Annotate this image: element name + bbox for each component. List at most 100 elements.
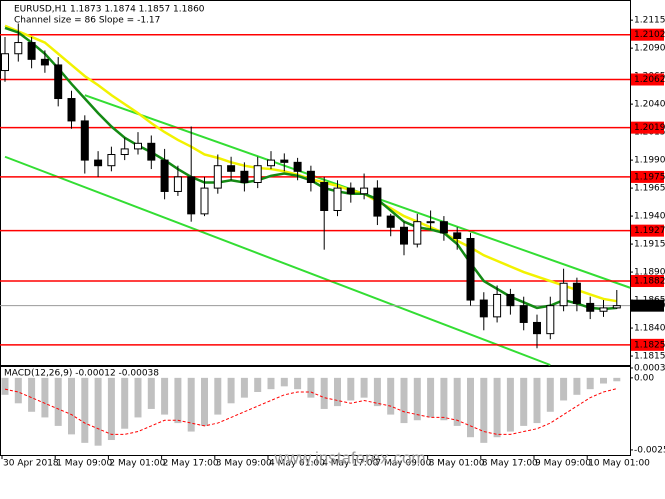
level-label: 1.1975 [634, 172, 665, 182]
level-label-bg [631, 275, 664, 288]
candle-body [439, 221, 448, 234]
macd-bar [214, 377, 222, 415]
macd-bar [280, 377, 288, 387]
chart-title: EURUSD,H1 1.1873 1.1874 1.1857 1.1860 [14, 5, 205, 15]
candle-body [240, 170, 249, 183]
candle-body [586, 302, 595, 312]
candle-body [386, 215, 395, 228]
y-tick-label: 1.1940 [634, 212, 665, 222]
macd-bar [41, 377, 49, 418]
macd-bar [467, 377, 474, 438]
x-tick-label: 7 May 09:00 [375, 459, 431, 469]
candle-body [173, 176, 182, 192]
macd-bar [307, 377, 315, 398]
macd-bar [94, 377, 102, 446]
level-label-bg [631, 121, 664, 134]
macd-bar [347, 377, 355, 401]
candle-body [40, 58, 49, 66]
macd-bar [227, 377, 235, 404]
macd-bar [201, 377, 208, 426]
x-tick-label: 4 May 01:00 [269, 459, 325, 469]
macd-bar [453, 377, 461, 426]
candle-body [453, 232, 462, 239]
macd-bar [54, 377, 62, 426]
candle-body [80, 120, 89, 161]
macd-label: MACD(12,26,9) -0.00012 -0.00038 [4, 369, 159, 379]
macd-bar [320, 377, 328, 409]
candle-body [426, 221, 435, 224]
macd-bar [427, 377, 435, 418]
candle-body [599, 307, 608, 312]
macd-bar [1, 377, 9, 395]
macd-bar [533, 377, 541, 424]
y-tick-label: 1.2040 [634, 100, 665, 110]
macd-bar [413, 377, 421, 421]
macd-bar [240, 377, 248, 398]
candle-body [200, 187, 209, 215]
level-label: 1.2019 [634, 123, 665, 133]
macd-bar [161, 377, 169, 415]
level-label-bg [631, 170, 664, 183]
macd-bar [613, 377, 621, 382]
level-label: 1.1882 [634, 277, 665, 287]
macd-bar [28, 377, 36, 412]
candle-body [94, 159, 103, 167]
level-label-bg [631, 338, 664, 351]
macd-bar [68, 377, 75, 435]
candle-body [519, 305, 528, 323]
candle-body [280, 159, 289, 163]
macd-tick-label: 0.00035 [634, 363, 665, 373]
candle-body [267, 159, 275, 167]
candle-body [306, 170, 315, 183]
macd-bar [334, 377, 341, 407]
y-tick-label: 1.1965 [634, 184, 665, 194]
level-label-bg [631, 73, 664, 86]
y-tick-label: 1.1990 [634, 156, 665, 166]
macd-tick-label: -0.00255 [634, 445, 665, 455]
candle-body [213, 165, 222, 189]
level-label: 1.2062 [634, 75, 665, 85]
candle-body [187, 176, 196, 215]
level-label: 1.1927 [634, 226, 665, 236]
macd-signal [4, 388, 617, 435]
candle-body [360, 187, 369, 195]
x-tick-label: 8 May 17:00 [482, 459, 538, 469]
candle-body [400, 226, 408, 245]
candle-body [333, 187, 342, 211]
y-tick-label: 1.1915 [634, 240, 665, 250]
macd-bar [121, 377, 129, 429]
y-tick-label: 1.2090 [634, 44, 665, 54]
level-label: 1.1825 [634, 340, 665, 350]
candle-body [293, 161, 302, 172]
macd-bar [294, 377, 302, 390]
macd-bar [147, 377, 155, 409]
y-tick-label: 1.2115 [634, 16, 665, 26]
candle-body [479, 299, 488, 318]
chart-subtitle: Channel size = 86 Slope = -1.17 [14, 16, 160, 26]
macd-bar [267, 377, 275, 390]
x-tick-label: 4 May 17:00 [322, 459, 378, 469]
macd-bar [134, 377, 142, 418]
candle-body [107, 154, 116, 167]
x-tick-label: 1 May 09:00 [56, 459, 112, 469]
y-tick-label: 1.1890 [634, 268, 665, 278]
macd-bar [600, 377, 607, 384]
macd-bar [14, 377, 22, 404]
candle-body [134, 142, 142, 150]
x-tick-label: 2 May 01:00 [109, 459, 165, 469]
macd-bar [560, 377, 568, 401]
x-tick-label: 2 May 17:00 [163, 459, 219, 469]
candle-body [413, 221, 422, 245]
candle-body [346, 187, 355, 195]
macd-bar [360, 377, 368, 398]
candle-body [373, 187, 382, 217]
candle-body [14, 42, 23, 55]
candle-body [466, 237, 475, 301]
macd-bar [480, 377, 488, 443]
level-label-bg [631, 224, 664, 237]
candle-body [493, 293, 502, 318]
candle-body [320, 182, 329, 211]
candle-body [1, 53, 9, 72]
macd-bar [440, 377, 448, 421]
candle-body [120, 148, 129, 156]
